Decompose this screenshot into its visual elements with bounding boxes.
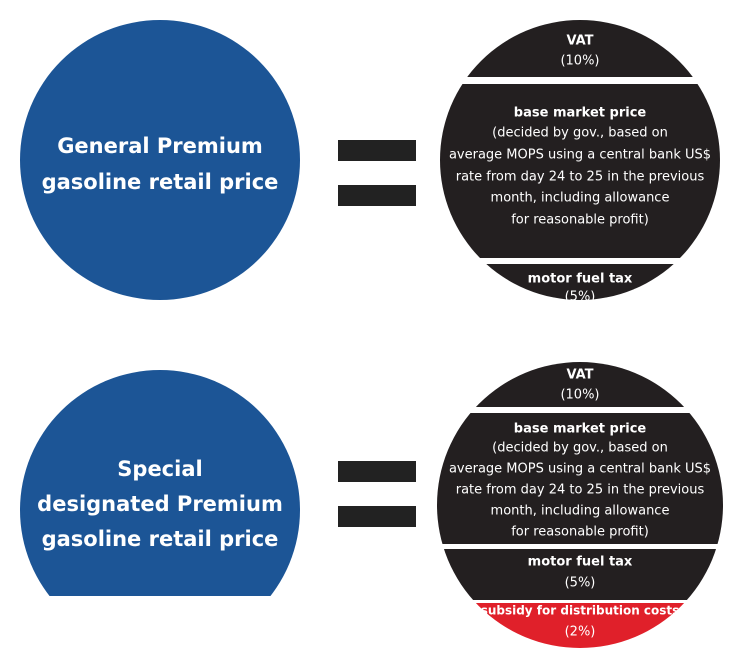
segment-detail: (10%) [560,54,599,69]
label: gasoline retail price [42,527,279,551]
segment-title: motor fuel tax [528,272,633,287]
blue-circle [20,370,300,596]
equals-bar [338,185,416,206]
segment-detail: (decided by gov., based on [492,441,668,456]
segment-title: base market price [514,106,647,121]
segment-detail: rate from day 24 to 25 in the previous [456,170,705,185]
segment-detail: (decided by gov., based on [492,126,668,141]
segment-title: base market price [514,422,647,437]
label: gasoline retail price [42,170,279,194]
segment-title: subsidy for distribution costs [481,604,680,618]
segment-detail: (5%) [565,576,596,591]
segment [437,549,723,600]
segment [437,413,723,544]
segment-detail: (10%) [560,388,599,403]
segment-detail: average MOPS using a central bank US$ [449,148,711,163]
segment-detail: (5%) [565,290,596,305]
segment-title: VAT [566,34,593,49]
segment [440,84,720,258]
segment-title: VAT [566,368,593,383]
segment-detail: month, including allowance [491,191,670,206]
segment-detail: (2%) [565,625,596,640]
label: designated Premium [37,492,283,516]
segment-detail: for reasonable profit) [511,525,649,540]
segment-detail: average MOPS using a central bank US$ [449,462,711,477]
segment-detail: for reasonable profit) [511,213,649,228]
segment-detail: month, including allowance [491,504,670,519]
blue-circle [20,20,300,300]
equals-bar [338,461,416,482]
label: General Premium [57,134,263,158]
equals-bar [338,506,416,527]
label: Special [117,457,202,481]
segment-title: motor fuel tax [528,555,633,570]
equals-bar [338,140,416,161]
segment-detail: rate from day 24 to 25 in the previous [456,483,705,498]
